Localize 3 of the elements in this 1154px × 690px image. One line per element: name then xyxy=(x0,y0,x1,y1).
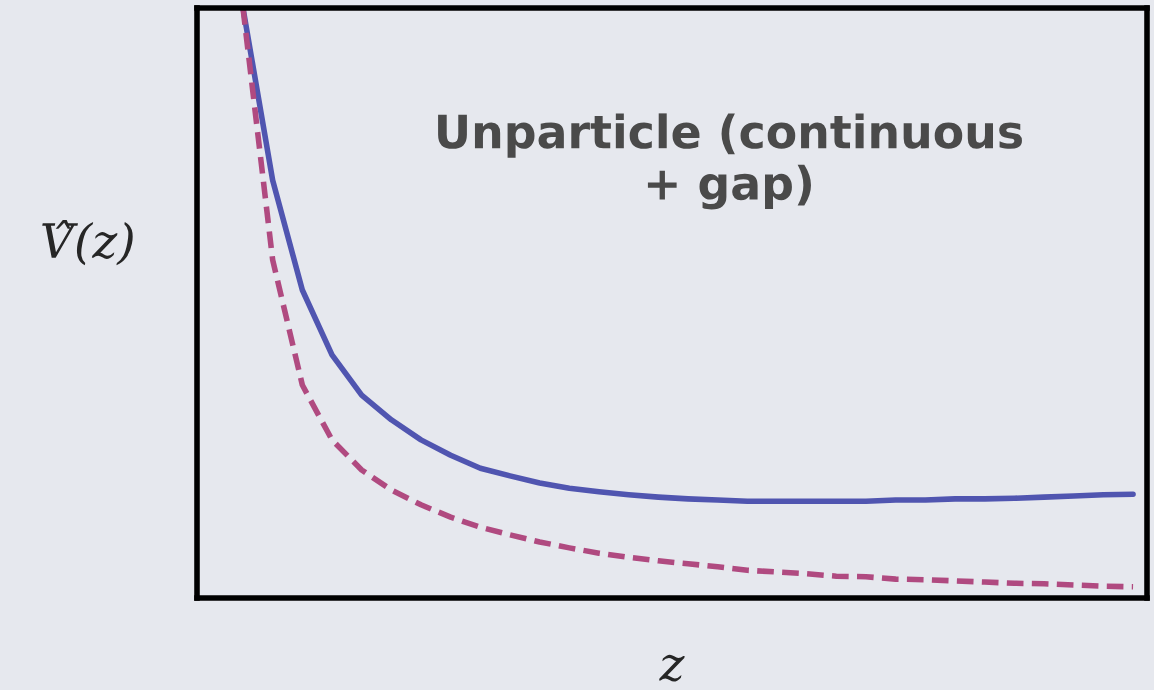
y-axis-title: V̂(z) xyxy=(42,220,133,266)
annotation: Unparticle (continuous + gap) xyxy=(438,113,1022,210)
x-axis-title: z xyxy=(659,654,685,682)
